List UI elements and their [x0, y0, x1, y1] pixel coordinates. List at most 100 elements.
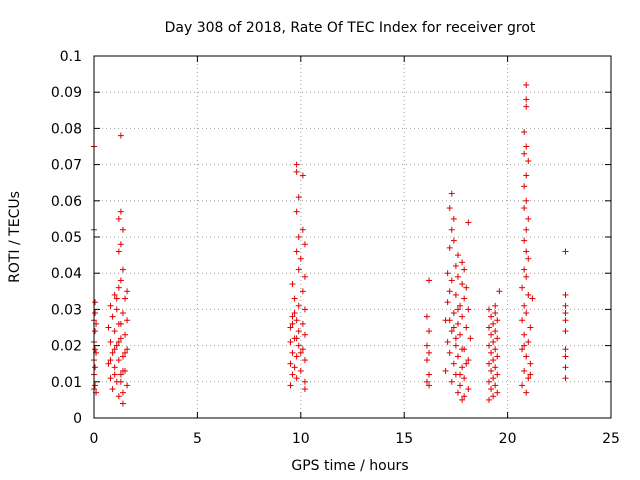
- data-point: [562, 317, 569, 324]
- data-point: [299, 320, 306, 327]
- data-point: [446, 244, 453, 251]
- data-point: [521, 367, 528, 374]
- data-point: [521, 302, 528, 309]
- data-point: [485, 342, 492, 349]
- data-point: [299, 346, 306, 353]
- data-point: [446, 349, 453, 356]
- x-tick-label: 20: [499, 431, 517, 447]
- data-point: [454, 252, 461, 259]
- data-point: [295, 194, 302, 201]
- data-point: [287, 382, 294, 389]
- data-point: [492, 382, 499, 389]
- data-point: [490, 375, 497, 382]
- x-tick-label: 25: [602, 431, 620, 447]
- data-point: [529, 295, 536, 302]
- data-point: [521, 237, 528, 244]
- data-point: [295, 266, 302, 273]
- data-point: [122, 295, 129, 302]
- y-tick-label: 0.02: [51, 339, 82, 355]
- data-point: [461, 295, 468, 302]
- data-point: [109, 386, 116, 393]
- data-point: [293, 375, 300, 382]
- data-point: [494, 317, 501, 324]
- data-point: [523, 96, 530, 103]
- data-point: [465, 357, 472, 364]
- data-point: [444, 299, 451, 306]
- data-point: [117, 241, 124, 248]
- data-point: [457, 382, 464, 389]
- data-point: [115, 215, 122, 222]
- data-point: [107, 357, 114, 364]
- y-tick-label: 0.08: [51, 121, 82, 137]
- data-point: [523, 389, 530, 396]
- data-point: [289, 313, 296, 320]
- data-point: [426, 371, 433, 378]
- data-point: [450, 360, 457, 367]
- data-point: [488, 313, 495, 320]
- data-point: [426, 277, 433, 284]
- data-point: [562, 346, 569, 353]
- data-point: [461, 393, 468, 400]
- data-point: [299, 288, 306, 295]
- data-point: [494, 389, 501, 396]
- data-point: [463, 360, 470, 367]
- data-point: [494, 353, 501, 360]
- data-point: [525, 375, 532, 382]
- data-point: [523, 310, 530, 317]
- data-point: [562, 310, 569, 317]
- data-point: [291, 310, 298, 317]
- data-point: [119, 226, 126, 233]
- data-point: [488, 386, 495, 393]
- y-tick-label: 0.05: [51, 230, 82, 246]
- data-point: [450, 310, 457, 317]
- data-point: [523, 353, 530, 360]
- data-point: [485, 378, 492, 385]
- data-point: [459, 281, 466, 288]
- data-point: [523, 172, 530, 179]
- data-point: [289, 371, 296, 378]
- x-axis-label: GPS time / hours: [291, 458, 408, 474]
- data-point: [465, 306, 472, 313]
- data-point: [523, 143, 530, 150]
- data-point: [463, 284, 470, 291]
- data-point: [295, 328, 302, 335]
- data-point: [465, 386, 472, 393]
- data-point: [448, 328, 455, 335]
- data-point: [301, 378, 308, 385]
- y-tick-label: 0: [73, 411, 82, 427]
- data-point: [293, 335, 300, 342]
- data-point: [115, 357, 122, 364]
- data-point: [111, 346, 118, 353]
- data-point: [521, 129, 528, 136]
- data-point: [492, 302, 499, 309]
- data-point: [293, 353, 300, 360]
- data-point: [525, 157, 532, 164]
- data-point: [117, 132, 124, 139]
- data-point: [301, 306, 308, 313]
- data-point: [295, 302, 302, 309]
- data-point: [119, 367, 126, 374]
- data-point: [448, 378, 455, 385]
- data-point: [124, 317, 131, 324]
- data-point: [519, 317, 526, 324]
- data-point: [457, 302, 464, 309]
- data-point: [488, 367, 495, 374]
- data-point: [119, 266, 126, 273]
- data-point: [92, 382, 99, 389]
- data-point: [492, 328, 499, 335]
- data-point: [454, 306, 461, 313]
- x-tick-label: 15: [395, 431, 413, 447]
- data-point: [485, 306, 492, 313]
- data-point: [454, 353, 461, 360]
- data-point: [115, 284, 122, 291]
- chart-title: Day 308 of 2018, Rate Of TEC Index for r…: [165, 20, 536, 36]
- data-point: [488, 331, 495, 338]
- data-point: [448, 226, 455, 233]
- data-point: [115, 393, 122, 400]
- data-point: [457, 331, 464, 338]
- data-point: [117, 208, 124, 215]
- data-point: [521, 183, 528, 190]
- data-point: [92, 364, 99, 371]
- data-point: [452, 335, 459, 342]
- y-tick-label: 0.09: [51, 85, 82, 101]
